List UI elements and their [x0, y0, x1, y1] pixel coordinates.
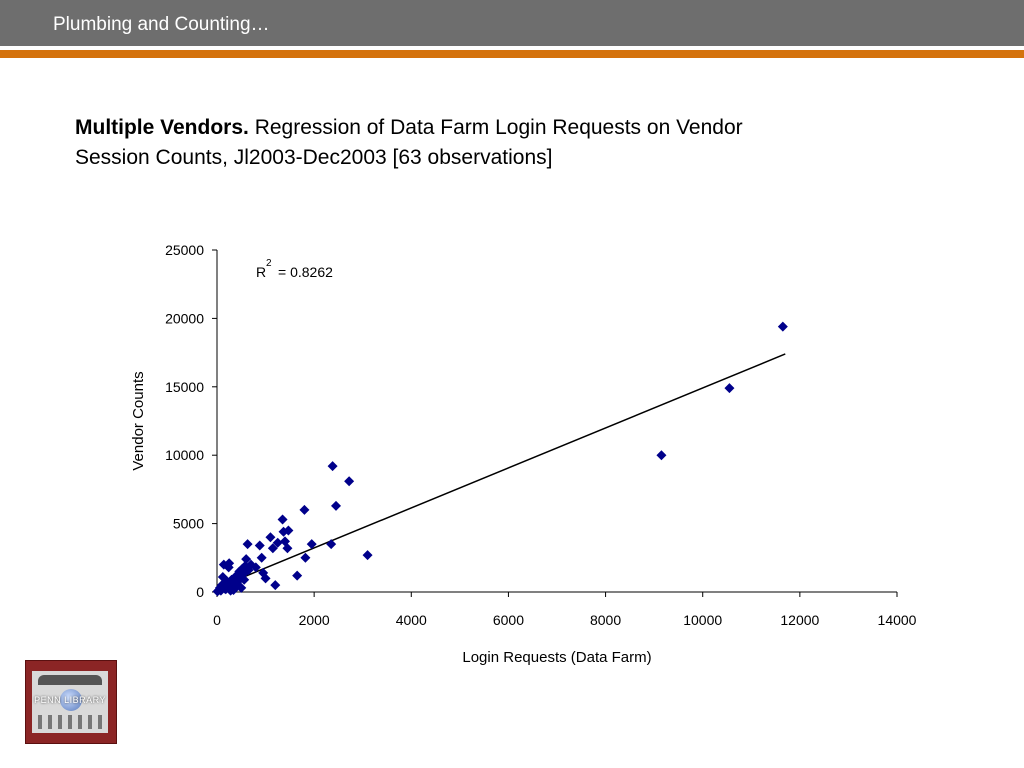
regression-trendline [216, 353, 786, 589]
data-point [250, 562, 261, 573]
data-point [344, 476, 355, 487]
logo-panel: PENN LIBRARY [32, 671, 108, 733]
globe-icon [60, 689, 82, 711]
data-point [306, 539, 317, 550]
data-point [272, 537, 283, 548]
penn-library-logo: PENN LIBRARY [25, 660, 117, 744]
x-tick-label: 6000 [493, 612, 524, 628]
data-point [254, 540, 265, 551]
data-point [239, 574, 250, 585]
x-tick-label: 8000 [590, 612, 621, 628]
data-point [299, 504, 310, 515]
data-point [236, 582, 247, 593]
logo-text: PENN LIBRARY [34, 695, 106, 705]
header-divider [0, 46, 1024, 51]
data-point [331, 500, 341, 511]
header-accent-bar [0, 50, 1024, 58]
data-point [260, 573, 271, 584]
y-tick-label: 25000 [165, 242, 204, 258]
y-tick-label: 0 [196, 584, 204, 600]
data-point [326, 539, 337, 550]
data-point [283, 525, 294, 536]
data-point [656, 450, 667, 461]
x-tick-label: 12000 [780, 612, 819, 628]
data-point [242, 539, 253, 550]
logo-columns [38, 715, 102, 729]
y-tick-label: 10000 [165, 447, 204, 463]
slide-header-title: Plumbing and Counting… [53, 14, 270, 35]
data-point [362, 550, 373, 561]
data-point [241, 554, 252, 565]
data-point [300, 552, 311, 563]
slide-heading-text: Regression of Data Farm Login Requests o… [75, 116, 743, 169]
y-tick-label: 5000 [173, 516, 204, 532]
x-tick-label: 14000 [878, 612, 917, 628]
logo-arch [38, 675, 102, 685]
x-tick-label: 4000 [396, 612, 427, 628]
r-squared-label: R [256, 264, 266, 280]
data-point [265, 532, 276, 543]
slide-heading-bold: Multiple Vendors. [75, 116, 249, 139]
x-tick-label: 10000 [683, 612, 722, 628]
x-axis-label: Login Requests (Data Farm) [462, 649, 651, 666]
data-point [327, 461, 338, 472]
slide-heading: Multiple Vendors. Regression of Data Far… [75, 113, 775, 173]
data-point [270, 580, 281, 591]
data-point [724, 383, 735, 394]
data-point [267, 543, 278, 554]
y-tick-label: 20000 [165, 310, 204, 326]
data-point [292, 570, 303, 581]
slide-header-bar: Plumbing and Counting… [0, 0, 1024, 46]
data-point [777, 321, 788, 332]
data-point [256, 552, 267, 563]
data-point [277, 514, 288, 525]
data-point [282, 543, 293, 554]
r-squared-value: = 0.8262 [278, 264, 333, 280]
y-axis-label: Vendor Counts [130, 371, 147, 470]
x-tick-label: 2000 [299, 612, 330, 628]
data-point [224, 558, 235, 569]
y-tick-label: 15000 [165, 379, 204, 395]
r-squared-superscript: 2 [266, 258, 272, 269]
x-tick-label: 0 [213, 612, 221, 628]
